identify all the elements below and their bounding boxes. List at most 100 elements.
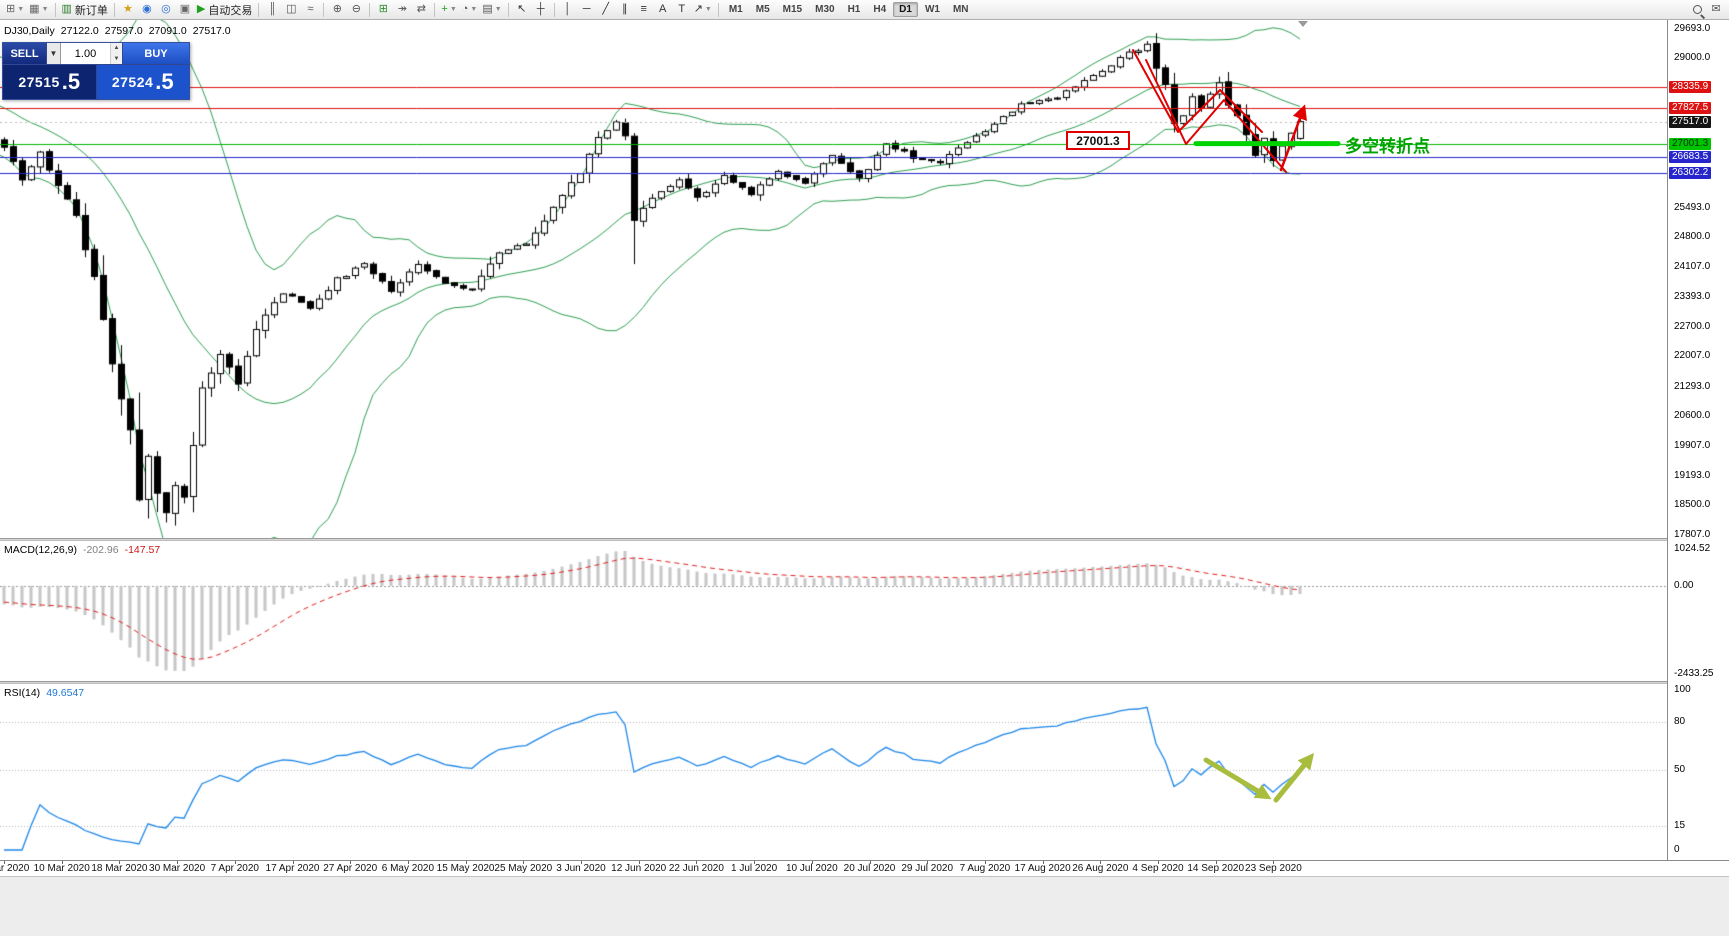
macd-canvas[interactable]: [0, 541, 1667, 681]
toolbar-separator: [507, 2, 509, 17]
price-scale[interactable]: 29693.0 29000.0 25493.0 24800.0 24107.0 23393…: [1667, 20, 1729, 860]
time-axis-tick: [581, 861, 582, 864]
chart-bars-icon[interactable]: ║: [268, 3, 277, 15]
timeframe-h4[interactable]: H4: [873, 4, 887, 15]
volume-down-button[interactable]: ▼: [111, 53, 122, 64]
date-label: 4 Sep 2020: [1132, 863, 1184, 874]
sell-button[interactable]: SELL: [3, 43, 47, 64]
price-scale-badge: 27827.5: [1669, 102, 1712, 115]
toolbar-separator: [54, 2, 56, 17]
price-scale-tick: 29000.0: [1674, 52, 1711, 64]
timeframe-m1[interactable]: M1: [728, 4, 743, 15]
timeframe-d1[interactable]: D1: [893, 2, 918, 17]
bottom-area: [0, 876, 1729, 936]
main-chart-panel: DJ30,Daily 27122.0 27597.0 27091.0 27517.0 S…: [0, 20, 1667, 538]
chart-open: 27122.0: [60, 25, 99, 37]
timeframe-h1[interactable]: H1: [847, 4, 861, 15]
timeframe-w1[interactable]: W1: [924, 4, 940, 15]
chart-shift-icon[interactable]: ⇄: [416, 3, 426, 15]
chart-line-icon[interactable]: ≈: [307, 3, 314, 15]
toolbar-separator: [553, 2, 555, 17]
price-scale-tick: 21293.0: [1674, 380, 1711, 392]
chart-window: DJ30,Daily 27122.0 27597.0 27091.0 27517.0 S…: [0, 20, 1729, 936]
trendline-icon[interactable]: ╱: [602, 3, 609, 15]
periods-icon[interactable]: ◔ ▼: [461, 3, 478, 15]
macd-scale-min: -2433.25: [1674, 668, 1714, 679]
channel-icon[interactable]: ∥: [621, 3, 628, 15]
time-axis-tick: [523, 861, 525, 864]
horizontal-line-icon[interactable]: ─: [582, 3, 591, 15]
time-axis-tick: [61, 861, 63, 864]
chart-candles-icon[interactable]: ◫: [286, 3, 297, 15]
search-icon[interactable]: [1688, 1, 1706, 18]
cursor-icon[interactable]: ↖: [517, 3, 527, 15]
time-axis-tick: [119, 861, 121, 864]
rsi-name: RSI(14): [4, 687, 41, 699]
time-axis-tick: [696, 861, 698, 864]
new-chart-icon[interactable]: ⊞ ▼: [6, 3, 25, 15]
timeframe-m15[interactable]: M15: [782, 4, 803, 15]
profiles-icon[interactable]: ▦ ▼: [29, 3, 49, 15]
date-label: 6 May 2020: [381, 863, 435, 874]
timeframe-m30[interactable]: M30: [815, 4, 835, 15]
sell-price[interactable]: 27515.5: [3, 65, 97, 99]
time-axis-tick: [4, 861, 5, 864]
date-label: 3 Jun 2020: [556, 863, 606, 874]
text-icon[interactable]: A: [659, 3, 667, 15]
chart-ohlc-line: DJ30,Daily 27122.0 27597.0 27091.0 27517.0: [4, 25, 237, 37]
vertical-line-icon[interactable]: │: [564, 3, 572, 15]
buy-button[interactable]: BUY: [123, 43, 189, 64]
auto-scroll-icon[interactable]: ↠: [397, 3, 407, 15]
navigator-icon[interactable]: ◎: [161, 3, 171, 15]
price-scale-tick: 25493.0: [1674, 201, 1711, 213]
time-axis-tick: [811, 861, 813, 864]
price-scale-tick: 19193.0: [1674, 469, 1711, 481]
terminal-icon[interactable]: ▣: [179, 3, 191, 15]
date-label: 29 Jul 2020: [901, 863, 954, 874]
time-axis-tick: [869, 861, 871, 864]
price-scale-tick: 22007.0: [1674, 350, 1711, 362]
market-watch-icon[interactable]: ◉: [142, 3, 152, 15]
rsi-scale-tick: 15: [1674, 820, 1686, 831]
chart-shift-marker[interactable]: [1298, 21, 1308, 27]
zoom-out-icon[interactable]: ⊖: [351, 3, 361, 15]
alerts-icon[interactable]: ★: [122, 3, 133, 15]
date-label: 12 Jun 2020: [611, 863, 667, 874]
price-annotation-box[interactable]: 27001.3: [1066, 131, 1130, 150]
timeframe-m5[interactable]: M5: [755, 4, 770, 15]
chart-high: 27597.0: [104, 25, 143, 37]
panel-separator[interactable]: [0, 681, 1729, 684]
time-axis-tick: [1158, 861, 1159, 864]
main-chart-canvas[interactable]: [0, 20, 1667, 538]
rsi-scale-tick: 100: [1674, 684, 1691, 695]
buy-price[interactable]: 27524.5: [96, 65, 189, 99]
volume-input[interactable]: [61, 43, 110, 64]
timeframe-mn[interactable]: MN: [952, 4, 969, 15]
autotrade-button[interactable]: ▶ 自动交易: [196, 3, 253, 17]
fibonacci-icon[interactable]: ≡: [640, 3, 647, 15]
rsi-canvas[interactable]: [0, 684, 1667, 860]
volume-dropdown-button[interactable]: ▼: [47, 43, 61, 64]
tile-windows-icon[interactable]: ⊞: [378, 3, 388, 15]
time-axis-tick: [984, 861, 986, 864]
zoom-in-icon[interactable]: ⊕: [332, 3, 342, 15]
turning-point-label: 多空转折点: [1345, 137, 1430, 156]
time-axis-tick: [407, 861, 409, 864]
date-label: 22 Jun 2020: [668, 863, 724, 874]
label-icon[interactable]: T: [678, 3, 686, 15]
volume-up-button[interactable]: ▲: [111, 43, 122, 54]
time-axis-tick: [177, 861, 179, 864]
crosshair-icon[interactable]: ┼: [536, 3, 545, 15]
arrows-icon[interactable]: ↗ ▼: [693, 3, 712, 15]
panel-separator[interactable]: [0, 538, 1729, 541]
templates-icon[interactable]: ▤ ▼: [482, 3, 502, 15]
chat-icon[interactable]: ✉: [1711, 3, 1721, 15]
new-order-button[interactable]: ▥ 新订单: [61, 3, 108, 17]
time-axis-tick: [1273, 861, 1275, 864]
price-scale-badge: 27517.0: [1669, 115, 1712, 128]
date-label: 17 Aug 2020: [1014, 863, 1071, 874]
date-label: 15 May 2020: [436, 863, 495, 874]
macd-label: MACD(12,26,9) -202.96 -147.57: [4, 544, 166, 556]
indicators-icon[interactable]: + ▼: [441, 3, 457, 15]
